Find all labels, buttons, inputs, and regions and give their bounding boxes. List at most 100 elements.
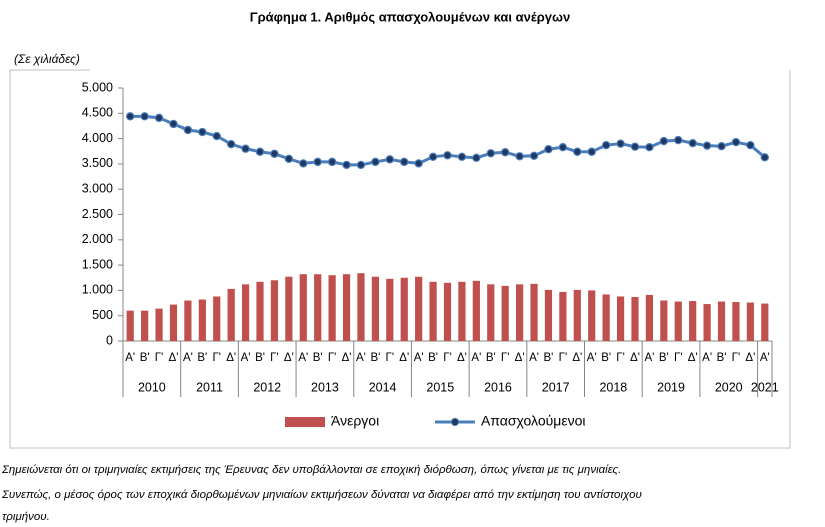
line-marker — [154, 113, 164, 123]
line-marker — [500, 148, 510, 157]
bar — [371, 276, 379, 341]
bar — [342, 274, 351, 341]
x-tick-label: Β' — [659, 352, 669, 364]
bar — [299, 274, 307, 341]
line-marker — [126, 112, 135, 121]
x-tick-label: Α' — [529, 352, 539, 364]
x-tick-label: Γ' — [328, 352, 337, 364]
line-marker — [630, 142, 640, 151]
chart-frame — [9, 69, 791, 449]
x-tick-label: Β' — [255, 352, 265, 364]
bar — [516, 284, 524, 341]
x-tick-label: Γ' — [386, 352, 395, 364]
bar — [616, 296, 625, 341]
line-marker — [544, 145, 553, 154]
x-tick-label: Β' — [486, 352, 496, 364]
bar — [573, 289, 581, 341]
y-tick-label: 4.000 — [82, 131, 113, 145]
bar — [155, 308, 163, 341]
line-marker — [226, 139, 236, 149]
bar — [645, 294, 654, 341]
bar — [732, 302, 740, 341]
x-tick-label: Α' — [414, 352, 424, 364]
line-marker — [140, 112, 149, 121]
line-marker — [284, 154, 294, 164]
x-tick-label: Δ' — [688, 352, 698, 364]
x-tick-label: Β' — [197, 352, 207, 364]
line-marker — [587, 147, 596, 156]
line-marker — [746, 140, 755, 150]
line-marker — [486, 149, 495, 158]
line-marker — [515, 152, 524, 161]
bar — [703, 304, 711, 341]
y-tick-label: 4.500 — [82, 106, 113, 120]
x-tick-label: Δ' — [745, 352, 755, 364]
legend-label: Άνεργοι — [331, 413, 379, 429]
x-tick-label: Α' — [356, 352, 366, 364]
bar — [429, 281, 437, 341]
bar — [746, 302, 754, 341]
bar — [674, 301, 682, 341]
line-marker — [472, 153, 481, 163]
y-tick-label: 3.500 — [82, 156, 113, 170]
line-marker — [616, 139, 625, 148]
x-tick-label: Α' — [702, 352, 712, 364]
x-tick-label: Δ' — [226, 352, 236, 364]
line-marker — [659, 136, 669, 146]
year-label: 2015 — [426, 380, 454, 394]
line-marker — [443, 151, 452, 160]
x-tick-label: Δ' — [515, 352, 525, 364]
line-marker — [371, 157, 380, 167]
bar — [328, 275, 336, 341]
line-marker — [529, 151, 539, 161]
bar — [660, 300, 668, 341]
line-marker — [601, 140, 611, 150]
bar — [126, 310, 134, 341]
line-marker — [674, 135, 683, 145]
bar — [443, 282, 452, 341]
x-tick-label: Δ' — [399, 352, 409, 364]
bar — [184, 300, 192, 341]
bar — [530, 283, 538, 341]
bar — [400, 277, 408, 341]
x-tick-label: Β' — [544, 352, 554, 364]
line-marker — [212, 131, 221, 141]
line-marker — [255, 147, 265, 156]
legend-swatch — [285, 417, 325, 427]
year-label: 2018 — [599, 380, 627, 394]
year-label: 2012 — [253, 380, 281, 394]
legend-swatch — [450, 417, 460, 427]
x-tick-label: Γ' — [155, 352, 164, 364]
line-marker — [241, 144, 250, 153]
y-tick-label: 500 — [92, 308, 113, 322]
bar — [213, 296, 221, 341]
x-tick-label: Γ' — [443, 352, 452, 364]
x-tick-label: Α' — [125, 352, 135, 364]
bar — [198, 299, 206, 341]
x-tick-label: Α' — [587, 352, 597, 364]
bar — [386, 278, 394, 341]
line-marker — [385, 155, 395, 164]
x-tick-label: Δ' — [572, 352, 582, 364]
bar — [169, 304, 178, 341]
line-marker — [645, 143, 654, 152]
line-marker — [688, 138, 697, 148]
line-marker — [183, 125, 193, 135]
x-tick-label: Β' — [140, 352, 150, 364]
line-marker — [342, 160, 351, 170]
bar — [761, 303, 769, 341]
x-tick-label: Γ' — [674, 352, 683, 364]
year-label: 2020 — [715, 380, 743, 394]
x-tick-label: Γ' — [501, 352, 510, 364]
x-tick-label: Β' — [428, 352, 438, 364]
y-tick-label: 5.000 — [82, 80, 113, 94]
note: τριμήνου. — [2, 511, 50, 523]
year-label: 2019 — [657, 380, 685, 394]
line-marker — [299, 159, 308, 168]
bar — [227, 288, 235, 341]
year-label: 2021 — [751, 380, 779, 394]
line-marker — [313, 157, 322, 167]
line-marker — [400, 157, 409, 167]
y-tick-label: 3.000 — [82, 181, 113, 195]
